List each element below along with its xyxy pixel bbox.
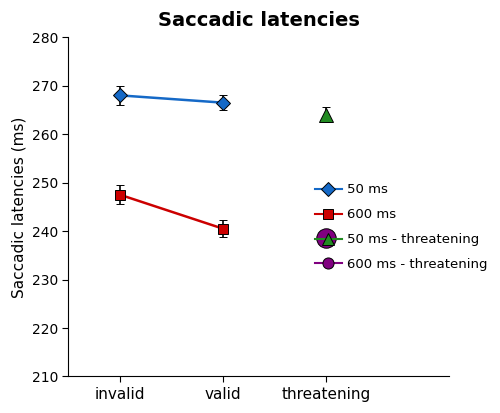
Y-axis label: Saccadic latencies (ms): Saccadic latencies (ms): [11, 116, 26, 297]
Title: Saccadic latencies: Saccadic latencies: [158, 11, 360, 30]
Legend: 50 ms, 600 ms, 50 ms - threatening, 600 ms - threatening: 50 ms, 600 ms, 50 ms - threatening, 600 …: [312, 180, 492, 275]
